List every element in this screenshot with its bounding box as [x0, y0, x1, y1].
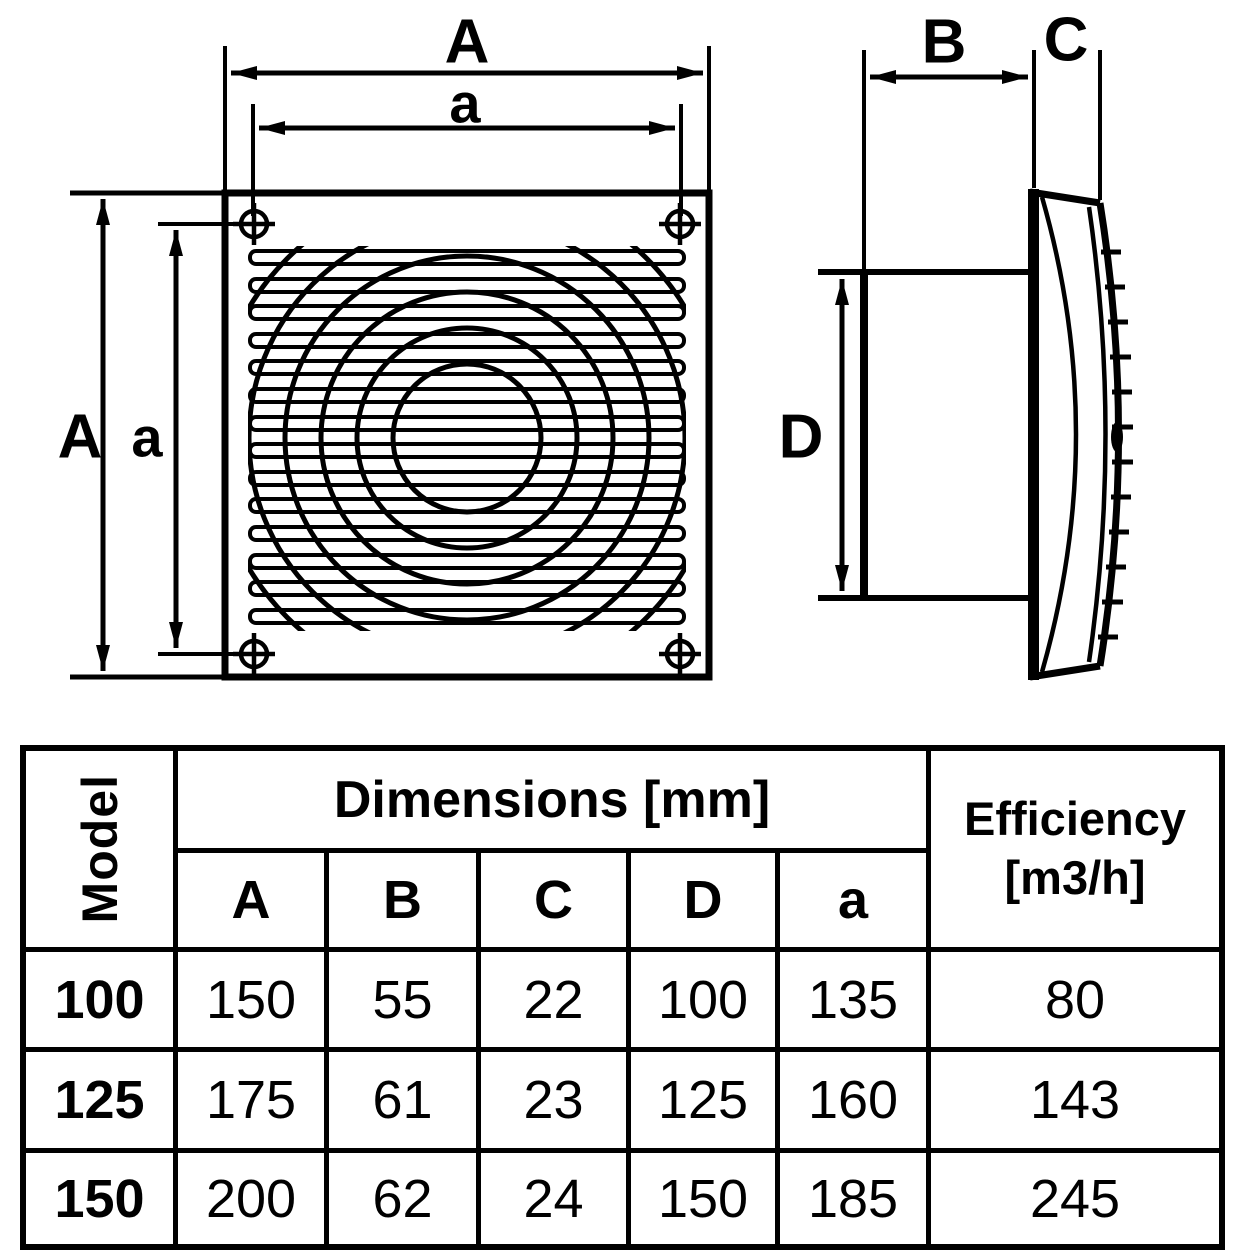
spec-table: Model Dimensions [mm] Efficiency [m3/h] … [20, 745, 1225, 1250]
dim-label-B: B [922, 8, 967, 77]
value-cell-efficiency: 80 [931, 952, 1219, 1047]
front-panel-plate [221, 189, 713, 681]
value-cell-A: 200 [178, 1153, 324, 1244]
col-header-a: a [780, 853, 926, 947]
dim-label-A-left: A [58, 403, 103, 472]
col-header-A: A [178, 853, 324, 947]
header-efficiency: Efficiency [m3/h] [931, 751, 1219, 947]
header-efficiency-line1: Efficiency [963, 792, 1187, 846]
front-cover-profile [1028, 188, 1133, 681]
value-cell-D: 150 [631, 1153, 775, 1244]
value-cell-B: 61 [329, 1052, 476, 1148]
dim-label-a-left: a [131, 406, 163, 469]
dim-label-a-top: a [449, 72, 481, 135]
side-view [818, 50, 1133, 681]
technical-drawing: A a A a B C D [58, 6, 1133, 681]
value-cell-B: 62 [329, 1153, 476, 1244]
dim-label-A-top: A [445, 8, 490, 77]
dim-a-vertical [158, 222, 242, 656]
value-cell-C: 24 [481, 1153, 626, 1244]
model-cell: 100 [26, 952, 173, 1047]
value-cell-a: 160 [780, 1052, 926, 1148]
value-cell-efficiency: 245 [931, 1153, 1219, 1244]
dim-label-C: C [1044, 6, 1089, 75]
dim-label-D: D [779, 403, 824, 472]
dim-B [862, 50, 1036, 270]
dim-a-horizontal [251, 104, 683, 216]
model-cell: 125 [26, 1052, 173, 1148]
value-cell-efficiency: 143 [931, 1052, 1219, 1148]
value-cell-D: 125 [631, 1052, 775, 1148]
col-header-D: D [631, 853, 775, 947]
value-cell-C: 22 [481, 952, 626, 1047]
dim-A-horizontal [223, 46, 711, 190]
header-model: Model [26, 751, 173, 947]
screw-hole-icon [659, 633, 701, 675]
value-cell-C: 23 [481, 1052, 626, 1148]
header-model-label: Model [71, 774, 128, 924]
value-cell-D: 100 [631, 952, 775, 1047]
value-cell-B: 55 [329, 952, 476, 1047]
value-cell-a: 185 [780, 1153, 926, 1244]
duct-body [818, 269, 1036, 601]
front-view [70, 46, 713, 681]
value-cell-A: 150 [178, 952, 324, 1047]
model-cell: 150 [26, 1153, 173, 1244]
col-header-C: C [481, 853, 626, 947]
dim-A-vertical [70, 190, 223, 680]
header-efficiency-line2: [m3/h] [1004, 851, 1146, 904]
value-cell-A: 175 [178, 1052, 324, 1148]
col-header-B: B [329, 853, 476, 947]
cover-louver-ticks [1098, 249, 1133, 640]
value-cell-a: 135 [780, 952, 926, 1047]
grille-louvers [248, 249, 686, 625]
header-dimensions: Dimensions [mm] [178, 751, 926, 848]
grille-rings [248, 246, 686, 631]
screw-holes [233, 203, 701, 675]
